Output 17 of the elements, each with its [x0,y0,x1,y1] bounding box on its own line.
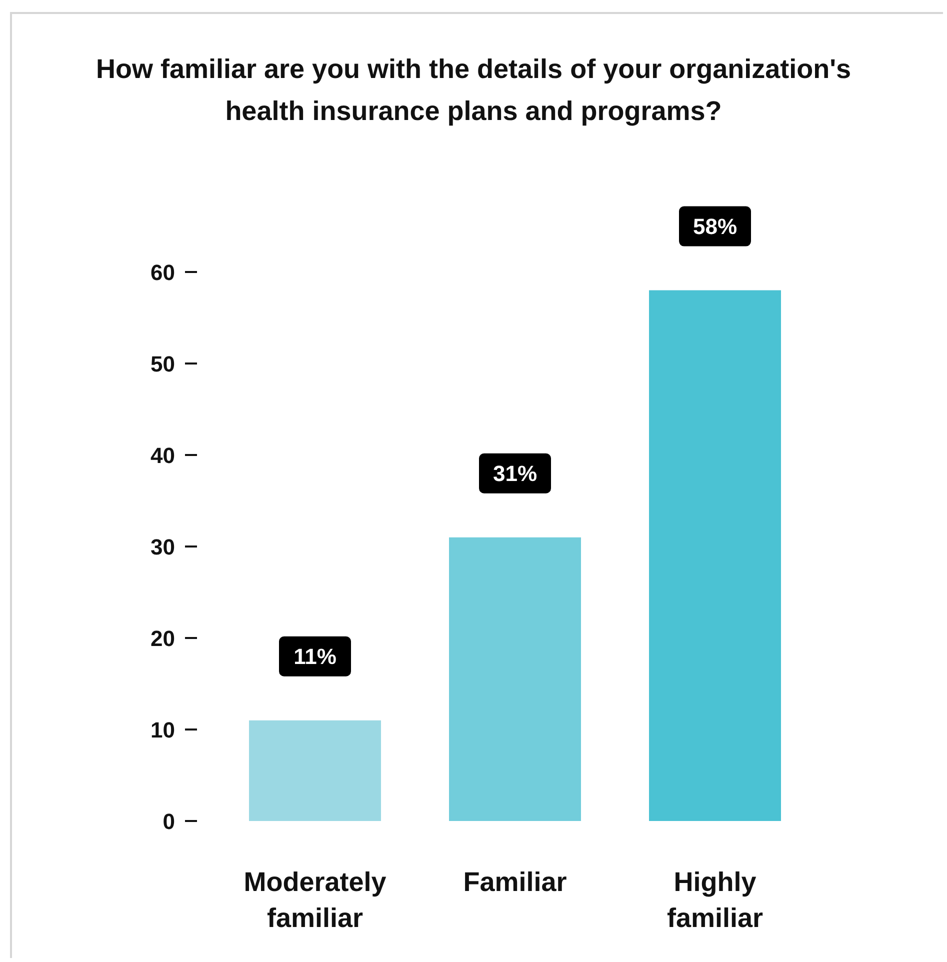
y-tick-label: 60 [150,260,175,285]
data-label: 31% [492,461,538,486]
bar [649,290,781,821]
y-tick-label: 0 [162,808,175,834]
y-tick-label: 50 [150,351,175,376]
y-tick-label: 40 [150,442,175,468]
x-tick-label: Familiar [463,867,568,897]
chart-title: How familiar are you with the details of your organization's health insurance plans and programs? [94,53,852,128]
bar [449,537,581,821]
y-tick-label: 10 [150,717,175,742]
x-tick-label: Highly familiar [666,867,764,933]
bar [249,720,381,821]
y-tick-label: 30 [150,534,175,560]
data-label: 11% [294,644,336,670]
y-tick-label: 20 [150,626,175,651]
x-tick-label: Moderately familiar [244,867,386,933]
data-label: 58% [692,214,738,239]
